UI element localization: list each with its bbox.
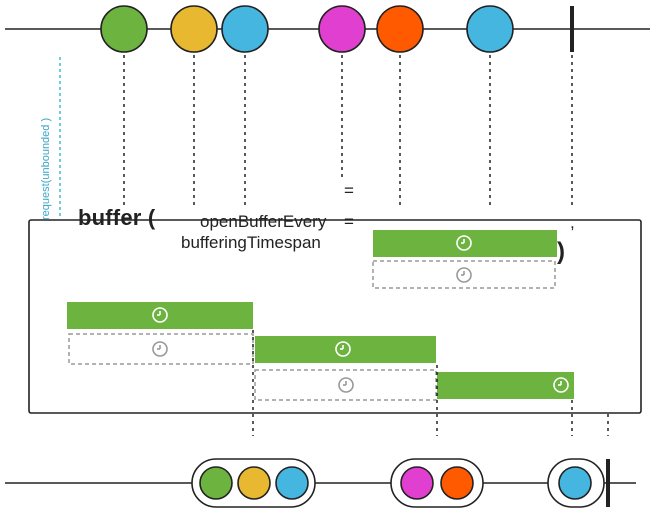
magenta-marble xyxy=(318,5,366,53)
param2-equals: = xyxy=(344,181,354,200)
clock-icon xyxy=(152,341,168,357)
orange-marble xyxy=(376,5,424,53)
magenta-marble xyxy=(400,466,434,500)
output-buffer-1 xyxy=(191,458,316,508)
buffer-window-2 xyxy=(67,302,254,365)
window-open-bar xyxy=(373,230,557,257)
output-buffer-2 xyxy=(390,458,484,508)
param2-name: bufferingTimespan xyxy=(181,233,321,252)
window-elapsed-box xyxy=(372,260,556,289)
operator-close-paren: ) xyxy=(557,238,565,265)
buffer-window-1 xyxy=(372,230,557,289)
yellow-marble xyxy=(170,5,218,53)
blue-marble xyxy=(466,5,514,53)
green-marble xyxy=(199,466,233,500)
operator-name: buffer ( xyxy=(78,205,156,230)
param1-equals: = xyxy=(344,212,354,231)
yellow-marble xyxy=(237,466,271,500)
window-open-bar xyxy=(437,372,574,399)
window-elapsed-box xyxy=(68,333,254,365)
output-drop-lines xyxy=(252,330,609,436)
window-elapsed-box xyxy=(254,369,437,401)
param1-name: openBufferEvery xyxy=(200,212,327,231)
buffer-window-4 xyxy=(437,372,574,399)
request-label: request(unbounded ) xyxy=(40,117,52,220)
window-open-bar xyxy=(255,336,436,363)
blue-marble xyxy=(558,466,592,500)
output-buffer-3 xyxy=(547,458,605,508)
clock-icon xyxy=(338,377,354,393)
clock-icon xyxy=(456,267,472,283)
source-marbles xyxy=(100,5,514,53)
orange-marble xyxy=(440,466,474,500)
param-comma: , xyxy=(570,213,575,232)
blue-marble xyxy=(221,5,269,53)
blue-marble xyxy=(275,466,309,500)
operator-box xyxy=(28,219,642,414)
buffer-window-3 xyxy=(254,336,437,401)
green-marble xyxy=(100,5,148,53)
